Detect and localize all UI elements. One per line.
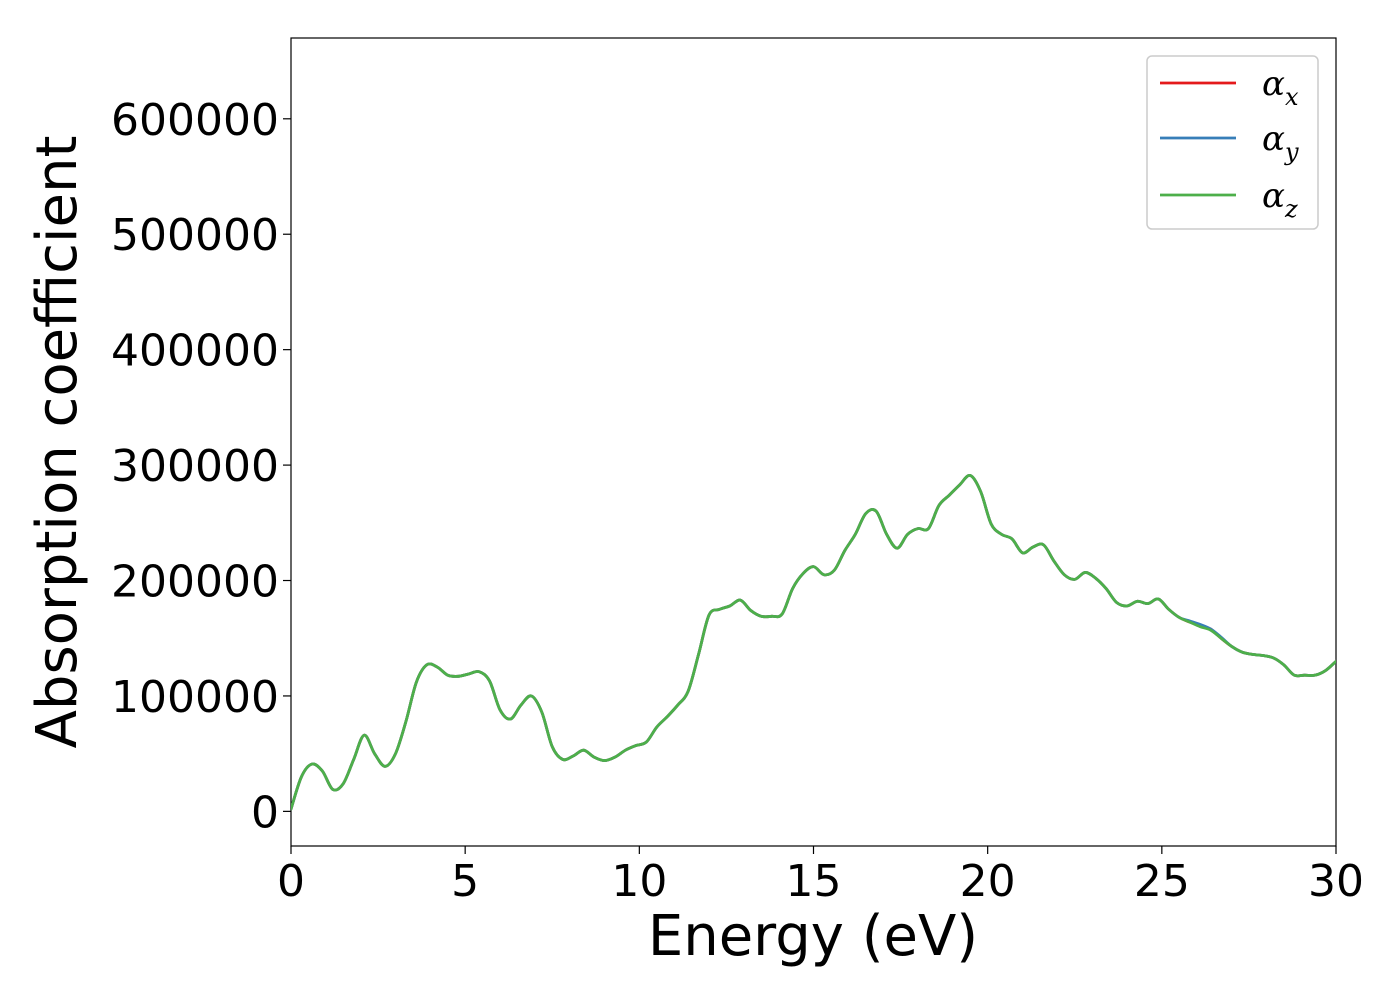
legend-label: αz [1262,176,1298,223]
y-tick-label: 400000 [111,326,279,377]
x-axis: 0 5 10 15 20 25 30 [277,846,1364,907]
x-tick-label: 10 [611,856,667,907]
x-tick-label: 0 [277,856,305,907]
y-tick-label: 200000 [111,557,279,608]
legend-label-base: α [1262,119,1285,159]
y-tick-label: 100000 [111,672,279,723]
y-tick-label: 500000 [111,210,279,261]
legend-label-subscript: x [1285,83,1299,111]
legend-label-base: α [1262,64,1285,104]
x-tick-label: 20 [960,856,1016,907]
y-axis: 0 100000 200000 300000 400000 500000 600000 [111,95,291,838]
x-tick-label: 15 [786,856,842,907]
legend-frame [1146,55,1319,230]
y-axis-title: Absorption coefficient [25,136,90,749]
legend-label-base: α [1262,176,1285,216]
series-line-101-z [291,474,1336,811]
legend-label: αx [1262,64,1299,111]
y-tick-label: 0 [251,787,279,838]
x-axis-title: Energy (eV) [648,904,978,969]
y-tick-label: 600000 [111,95,279,146]
x-tick-label: 25 [1134,856,1190,907]
legend-label-subscript: y [1284,138,1299,166]
y-tick-label: 300000 [111,441,279,492]
series-group [291,474,1336,811]
x-tick-label: 30 [1308,856,1364,907]
x-tick-label: 5 [451,856,479,907]
legend-label-subscript: z [1284,195,1298,223]
legend-label: αy [1262,119,1299,166]
